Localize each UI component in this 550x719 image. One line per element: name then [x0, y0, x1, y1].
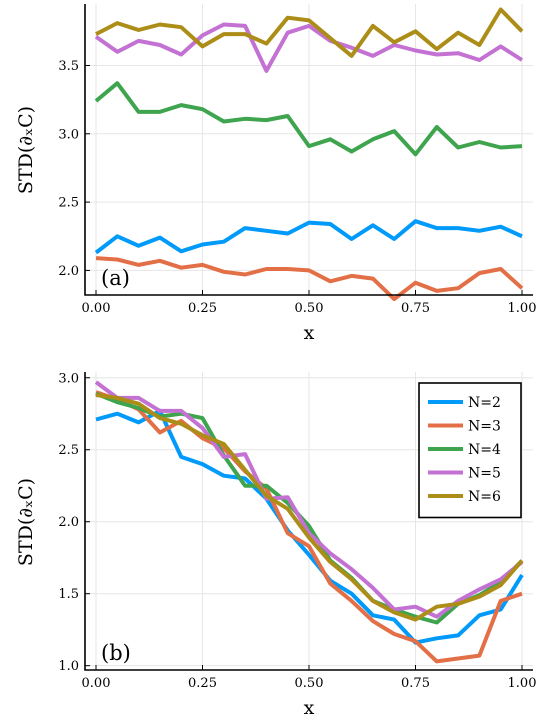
- panel-1: 0.00 0.25 0.50 0.75 1.00 2.0 2.5 3.0 3.5 x STD(∂ₓC…: [15, 4, 536, 344]
- panel-label: (b): [101, 641, 131, 665]
- y-tick-label: 3.0: [58, 127, 79, 142]
- series-line-5: [95, 7, 524, 58]
- series-line-1: [94, 219, 523, 255]
- x-tick-label: 1.00: [508, 676, 537, 691]
- y-tick-label: 2.0: [58, 515, 79, 530]
- x-tick-label: 0.50: [295, 676, 324, 691]
- panel-2: 0.00 0.25 0.50 0.75 1.00 1.0 1.5 2.0 2.5 3.0 x STD(…: [15, 371, 536, 719]
- legend-entry-label: N=6: [468, 489, 501, 505]
- x-axis-label: x: [304, 697, 315, 719]
- series-line-4: [94, 22, 524, 73]
- x-axis-label: x: [304, 322, 315, 344]
- y-axis-label: STD(∂ₓC): [15, 106, 37, 194]
- y-tick-label: 1.5: [58, 587, 79, 602]
- y-tick-label: 3.5: [58, 59, 79, 74]
- legend-entry-label: N=5: [468, 466, 501, 482]
- series-line-n3: [95, 390, 523, 664]
- series-line-n4: [95, 391, 524, 625]
- axis-spine: [84, 372, 533, 671]
- y-axis-label: STD(∂ₓC): [15, 478, 37, 566]
- y-tick-label: 1.0: [58, 659, 79, 674]
- series-line-n2: [95, 408, 524, 645]
- legend: N=2 N=3 N=4 N=5 N=6: [418, 382, 522, 519]
- x-tick-label: 0.00: [82, 301, 111, 316]
- y-tick-label: 2.5: [58, 196, 79, 211]
- x-tick-label: 0.75: [401, 301, 430, 316]
- series-line-3: [94, 81, 523, 157]
- x-tick-label: 0.00: [82, 676, 111, 691]
- legend-entry-label: N=2: [468, 395, 501, 411]
- x-tick-label: 0.50: [295, 301, 324, 316]
- y-tick-label: 2.5: [58, 443, 79, 458]
- x-tick-label: 0.25: [188, 301, 217, 316]
- y-tick-label: 3.0: [58, 371, 79, 386]
- legend-entry-label: N=4: [468, 442, 501, 458]
- legend-entry-label: N=3: [468, 419, 501, 435]
- x-tick-label: 1.00: [508, 301, 537, 316]
- x-tick-label: 0.25: [188, 676, 217, 691]
- series-line-n6: [95, 393, 524, 622]
- axis-spine: [84, 4, 533, 296]
- series-line-2: [95, 256, 524, 302]
- x-tick-label: 0.75: [401, 676, 430, 691]
- y-tick-label: 2.0: [58, 264, 79, 279]
- panel-label: (a): [101, 266, 130, 290]
